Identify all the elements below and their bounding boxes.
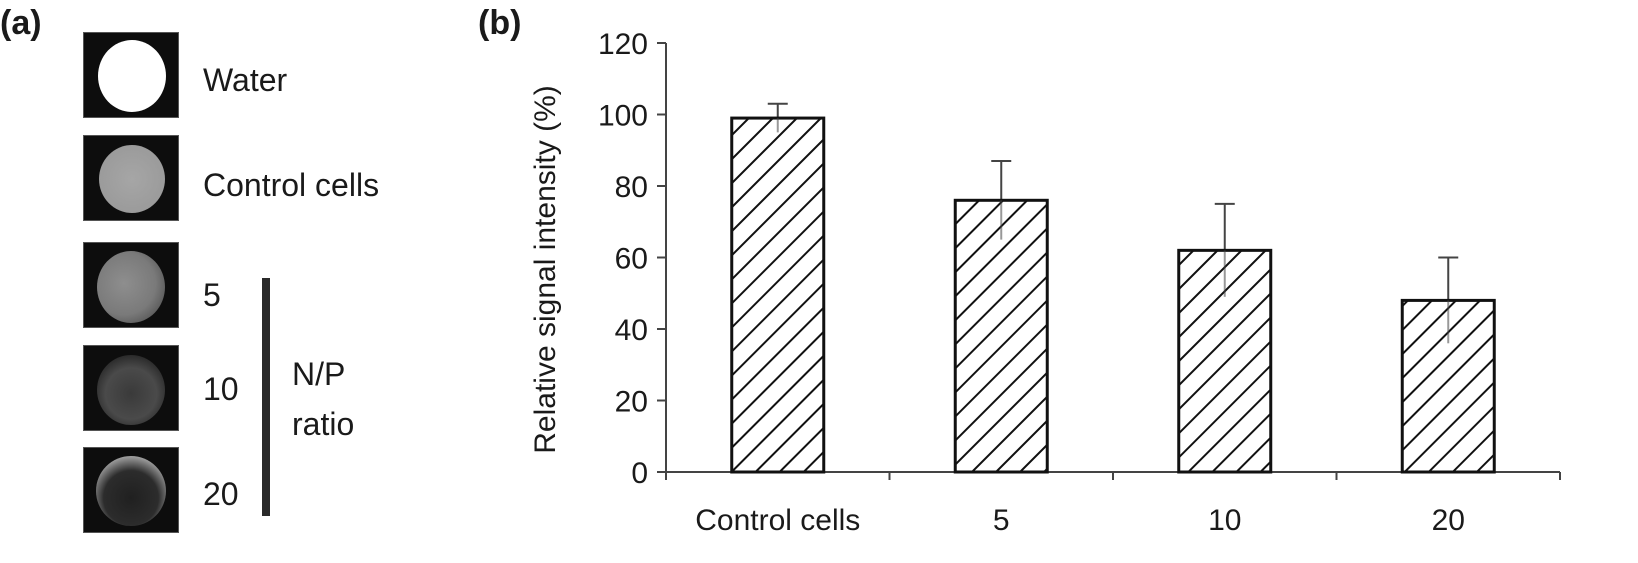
np-20-label: 20	[203, 476, 239, 512]
np-ratio-label-line1: N/P	[292, 356, 346, 392]
np-ratio-label-line2: ratio	[292, 406, 355, 442]
np-10-label: 10	[203, 371, 239, 407]
x-tick-label: 5	[993, 504, 1010, 537]
y-tick-label: 80	[615, 171, 648, 204]
np-5-image	[83, 242, 179, 328]
y-tick-label: 120	[598, 28, 648, 61]
y-tick-label: 100	[598, 100, 648, 133]
y-tick-label: 60	[615, 243, 648, 276]
np-5-label: 5	[203, 277, 221, 313]
x-tick-label: 10	[1208, 504, 1241, 537]
bar-5	[953, 198, 1049, 474]
control-cells-label: Control cells	[203, 167, 380, 203]
y-axis-title: Relative signal intensity (%)	[529, 85, 562, 453]
y-tick-label: 20	[615, 386, 648, 419]
panel-b-label: (b)	[478, 4, 522, 42]
np-ratio-bracket	[262, 278, 270, 516]
np-20-image	[83, 447, 179, 533]
x-tick-label: 20	[1432, 504, 1465, 537]
y-tick-label: 40	[615, 314, 648, 347]
np-10-image	[83, 345, 179, 431]
panel-a-label: (a)	[0, 4, 42, 42]
y-tick-label: 0	[631, 457, 648, 490]
bar-control-cells	[730, 116, 826, 474]
x-tick-label: Control cells	[695, 504, 860, 537]
water-image	[83, 32, 179, 118]
water-label: Water	[203, 62, 288, 98]
control-cells-image	[83, 135, 179, 221]
